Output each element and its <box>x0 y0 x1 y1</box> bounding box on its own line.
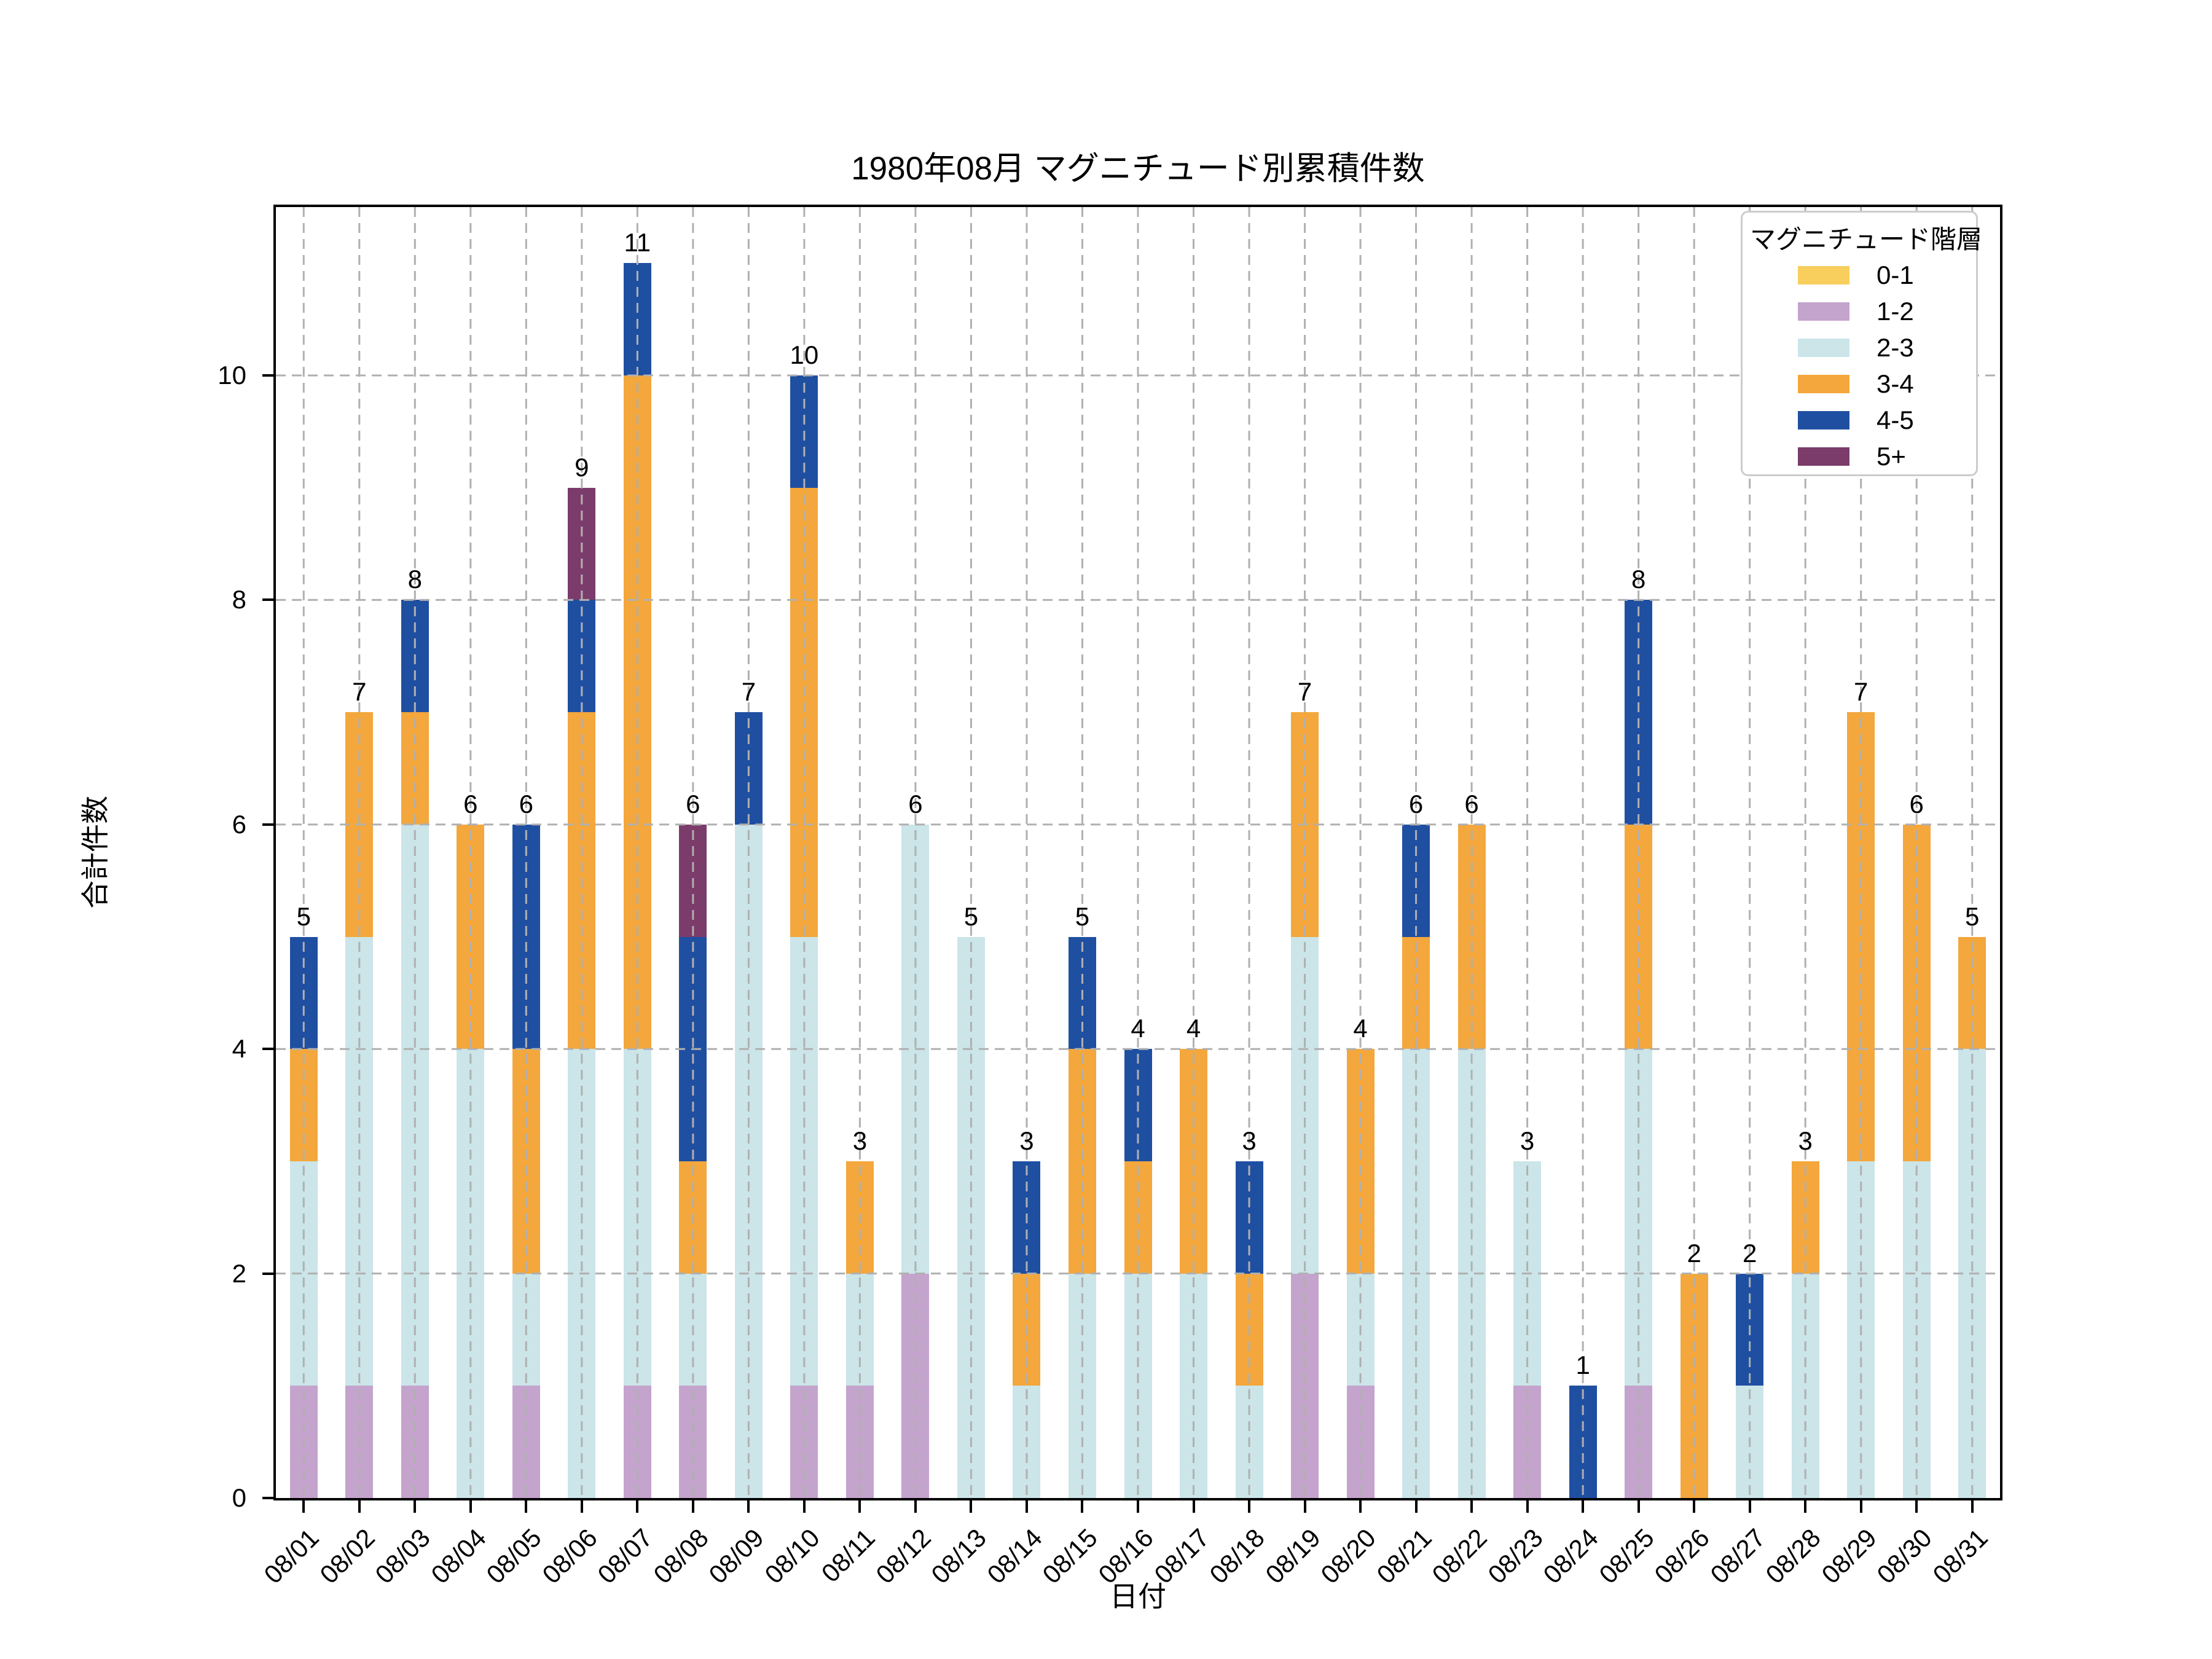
legend: マグニチュード階層 0-1 1-2 2-3 3-4 4-5 5+ <box>1741 211 1983 476</box>
legend-label-5+: 5+ <box>1877 441 1906 471</box>
y-tick-mark-2 <box>262 1272 273 1275</box>
bar-total-08/30: 6 <box>1909 789 1924 818</box>
bar-total-08/22: 6 <box>1464 789 1479 818</box>
y-tick-mark-8 <box>262 598 273 602</box>
bar-total-08/23: 3 <box>1520 1126 1535 1155</box>
x-tick-mark-08/19 <box>1303 1499 1306 1513</box>
x-tick-mark-08/31 <box>1971 1499 1974 1513</box>
legend-entry-4-5: 4-5 <box>1750 402 1976 438</box>
legend-swatch-1-2 <box>1798 302 1849 321</box>
x-tick-mark-08/27 <box>1748 1499 1751 1513</box>
legend-label-3-4: 3-4 <box>1877 369 1914 398</box>
bar-total-08/06: 9 <box>575 452 589 482</box>
x-tick-mark-08/29 <box>1859 1499 1862 1513</box>
y-tick-label-0: 0 <box>232 1483 246 1512</box>
x-tick-mark-08/10 <box>802 1499 806 1513</box>
x-tick-mark-08/25 <box>1637 1499 1640 1513</box>
legend-swatch-5+ <box>1798 447 1849 466</box>
legend-title: マグニチュード階層 <box>1750 225 1983 254</box>
x-tick-mark-08/18 <box>1248 1499 1251 1513</box>
legend-swatch-4-5 <box>1798 410 1849 429</box>
legend-label-4-5: 4-5 <box>1877 405 1914 434</box>
bar-total-08/29: 7 <box>1854 677 1869 707</box>
bar-total-08/24: 1 <box>1575 1351 1590 1380</box>
chart-title: 1980年08月 マグニチュード別累積件数 <box>851 151 1425 187</box>
x-tick-mark-08/06 <box>580 1499 583 1513</box>
legend-swatch-2-3 <box>1798 338 1849 357</box>
y-tick-label-2: 2 <box>232 1258 246 1288</box>
y-tick-label-6: 6 <box>232 809 246 839</box>
bar-total-08/27: 2 <box>1742 1238 1757 1268</box>
legend-label-1-2: 1-2 <box>1877 296 1914 326</box>
x-tick-mark-08/26 <box>1693 1499 1696 1513</box>
bar-total-08/28: 3 <box>1798 1126 1813 1155</box>
legend-entry-3-4: 3-4 <box>1750 366 1976 402</box>
x-tick-mark-08/04 <box>469 1499 472 1513</box>
bar-total-08/25: 8 <box>1631 565 1646 594</box>
x-tick-mark-08/01 <box>302 1499 305 1513</box>
legend-label-0-1: 0-1 <box>1877 260 1914 289</box>
y-tick-mark-10 <box>262 374 273 377</box>
x-tick-mark-08/14 <box>1025 1499 1028 1513</box>
x-tick-mark-08/02 <box>358 1499 361 1513</box>
x-tick-mark-08/30 <box>1915 1499 1918 1513</box>
bar-total-08/10: 10 <box>790 340 819 370</box>
x-tick-mark-08/24 <box>1582 1499 1585 1513</box>
x-tick-mark-08/05 <box>525 1499 528 1513</box>
legend-swatch-3-4 <box>1798 374 1849 393</box>
x-tick-mark-08/07 <box>636 1499 639 1513</box>
bar-total-08/03: 8 <box>407 565 422 594</box>
bar-total-08/02: 7 <box>352 677 367 707</box>
x-tick-mark-08/28 <box>1804 1499 1807 1513</box>
y-tick-mark-6 <box>262 823 273 826</box>
bar-total-08/12: 6 <box>908 789 923 818</box>
x-tick-mark-08/23 <box>1526 1499 1529 1513</box>
bar-total-08/11: 3 <box>852 1126 868 1155</box>
x-tick-mark-08/12 <box>914 1499 917 1513</box>
x-tick-mark-08/11 <box>858 1499 861 1513</box>
bar-total-08/09: 7 <box>741 677 756 707</box>
x-tick-mark-08/16 <box>1137 1499 1139 1513</box>
bar-total-08/20: 4 <box>1353 1014 1368 1043</box>
bar-total-08/17: 4 <box>1186 1014 1201 1043</box>
x-tick-mark-08/13 <box>970 1499 973 1513</box>
bar-total-08/08: 6 <box>686 789 700 818</box>
x-tick-mark-08/21 <box>1414 1499 1418 1513</box>
bar-total-08/15: 5 <box>1075 901 1090 931</box>
bar-total-08/31: 5 <box>1965 901 1980 931</box>
legend-entry-1-2: 1-2 <box>1750 293 1976 329</box>
x-tick-mark-08/15 <box>1081 1499 1084 1513</box>
y-tick-label-4: 4 <box>232 1034 246 1064</box>
legend-items: 0-1 1-2 2-3 3-4 4-5 5+ <box>1750 257 1976 474</box>
y-tick-label-8: 8 <box>232 585 246 614</box>
bar-total-08/19: 7 <box>1297 677 1312 707</box>
x-axis-label: 日付 <box>1110 1580 1166 1612</box>
x-tick-mark-08/03 <box>414 1499 417 1513</box>
bar-total-08/18: 3 <box>1242 1126 1257 1155</box>
bar-total-08/13: 5 <box>963 901 979 931</box>
y-tick-mark-0 <box>262 1497 273 1499</box>
legend-entry-5+: 5+ <box>1750 438 1976 474</box>
bar-total-08/05: 6 <box>519 789 533 818</box>
legend-swatch-0-1 <box>1798 265 1849 284</box>
x-tick-mark-08/22 <box>1470 1499 1473 1513</box>
bar-total-08/07: 11 <box>624 228 651 257</box>
y-tick-mark-4 <box>262 1048 273 1051</box>
legend-label-2-3: 2-3 <box>1877 332 1914 362</box>
x-tick-mark-08/20 <box>1359 1499 1362 1513</box>
bar-total-08/14: 3 <box>1019 1126 1034 1155</box>
legend-entry-2-3: 2-3 <box>1750 329 1976 366</box>
x-tick-mark-08/17 <box>1192 1499 1195 1513</box>
legend-entry-0-1: 0-1 <box>1750 257 1976 293</box>
y-axis-label: 合計件数 <box>79 796 111 909</box>
bar-total-08/01: 5 <box>296 901 311 931</box>
x-tick-mark-08/09 <box>747 1499 750 1513</box>
y-tick-label-10: 10 <box>218 361 246 390</box>
x-tick-mark-08/08 <box>691 1499 694 1513</box>
